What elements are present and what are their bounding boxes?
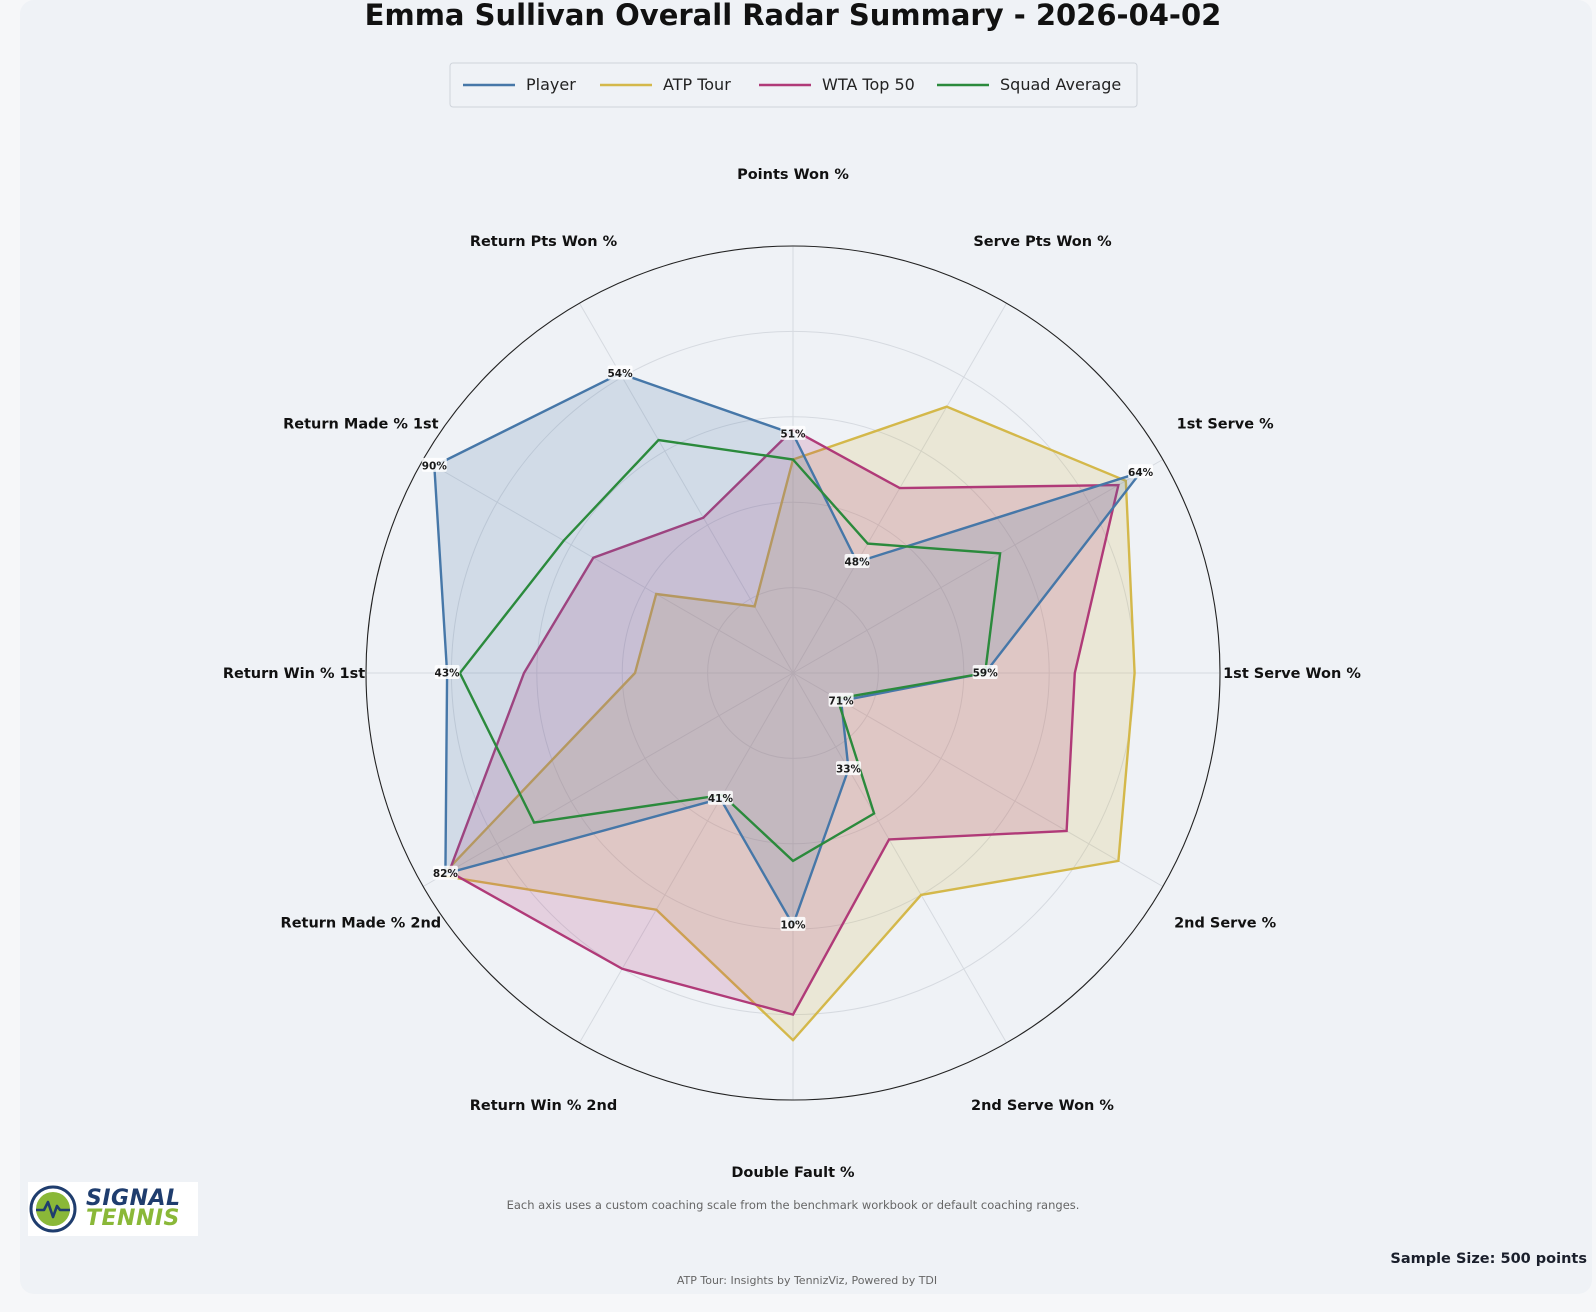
value-label-return-made-pct-1st: 90%	[422, 457, 448, 472]
logo-text-signal: SIGNAL	[86, 1186, 181, 1211]
value-label-1st-serve-pct: 64%	[1128, 464, 1154, 479]
signal-tennis-logo: SIGNAL TENNIS	[28, 1182, 198, 1236]
svg-text:51%: 51%	[780, 428, 806, 440]
svg-text:48%: 48%	[844, 557, 870, 569]
axis-label-1st-serve-pct: 1st Serve %	[1177, 417, 1274, 433]
svg-text:Player: Player	[526, 75, 576, 94]
svg-text:71%: 71%	[829, 695, 855, 707]
svg-text:59%: 59%	[973, 668, 999, 680]
svg-text:33%: 33%	[836, 764, 862, 776]
value-label-1st-serve-won-pct: 59%	[973, 665, 999, 680]
spoke-1st-serve-pct	[792, 459, 1164, 674]
axis-label-1st-serve-won-pct: 1st Serve Won %	[1223, 666, 1361, 682]
value-label-2nd-serve-won-pct: 33%	[836, 761, 862, 776]
legend: Player ATP Tour WTA Top 50 Squad Average	[449, 62, 1138, 108]
tennis-ball-pulse-icon	[29, 1185, 77, 1233]
svg-text:WTA Top 50: WTA Top 50	[822, 75, 915, 94]
svg-text:64%: 64%	[1128, 467, 1154, 479]
series-squad-average	[458, 438, 1002, 863]
axis-label-serve-pts-won-pct: Serve Pts Won %	[973, 234, 1112, 250]
chart-panel	[20, 0, 1592, 1294]
svg-text:54%: 54%	[607, 368, 633, 380]
svg-text:90%: 90%	[422, 460, 448, 472]
svg-text:41%: 41%	[708, 793, 734, 805]
logo-text-tennis: TENNIS	[86, 1206, 180, 1231]
svg-text:ATP Tour: ATP Tour	[663, 75, 731, 94]
legend-item-atp-tour: ATP Tour	[600, 75, 731, 94]
value-label-return-pts-won-pct: 54%	[607, 365, 633, 380]
legend-item-player: Player	[463, 75, 576, 94]
spoke-return-made-pct-1st	[422, 459, 794, 674]
axis-label-double-fault-pct: Double Fault %	[731, 1165, 855, 1181]
spoke-2nd-serve-pct	[792, 672, 1164, 887]
svg-text:43%: 43%	[435, 668, 461, 680]
credit-line: ATP Tour: Insights by TennizViz, Powered…	[677, 1274, 937, 1287]
radar-grid	[365, 245, 1221, 1101]
spoke-2nd-serve-won-pct	[792, 672, 1007, 1044]
axis-label-points-won-pct: Points Won %	[737, 167, 849, 183]
axis-label-return-win-pct-1st: Return Win % 1st	[223, 666, 365, 682]
footnote: Each axis uses a custom coaching scale f…	[507, 1198, 1080, 1212]
outer-ring	[365, 245, 1221, 1101]
svg-text:10%: 10%	[780, 919, 806, 931]
series-layer	[433, 372, 1144, 1042]
svg-text:82%: 82%	[433, 868, 459, 880]
value-labels: 51% 48% 64% 59% 71% 33% 10% 41% 82% 43% 90% 54%	[422, 365, 1154, 931]
value-label-return-made-pct-2nd: 82%	[433, 865, 459, 880]
value-label-points-won-pct: 51%	[780, 425, 806, 440]
axis-label-return-made-pct-1st: Return Made % 1st	[283, 417, 439, 433]
value-label-double-fault-pct: 10%	[780, 916, 806, 931]
sample-size: Sample Size: 500 points	[1390, 1251, 1587, 1267]
spoke-return-pts-won-pct	[579, 302, 794, 674]
series-atp-tour	[439, 405, 1136, 1042]
value-label-serve-pts-won-pct: 48%	[844, 554, 870, 569]
value-label-return-win-pct-1st: 43%	[435, 665, 461, 680]
value-label-2nd-serve-pct: 71%	[829, 692, 855, 707]
series-wta-top-50	[447, 428, 1120, 1017]
legend-item-squad-average: Squad Average	[937, 75, 1121, 94]
value-label-return-win-pct-2nd: 41%	[708, 790, 734, 805]
axis-label-return-made-pct-2nd: Return Made % 2nd	[281, 916, 442, 932]
axis-labels: Points Won % Serve Pts Won % 1st Serve % 1s…	[223, 167, 1362, 1181]
legend-item-wta-top-50: WTA Top 50	[759, 75, 915, 94]
axis-label-return-win-pct-2nd: Return Win % 2nd	[470, 1098, 617, 1114]
axis-label-return-pts-won-pct: Return Pts Won %	[470, 234, 618, 250]
chart-title: Emma Sullivan Overall Radar Summary - 20…	[365, 0, 1222, 32]
spoke-return-made-pct-2nd	[422, 672, 794, 887]
axis-label-2nd-serve-pct: 2nd Serve %	[1174, 916, 1277, 932]
axis-label-2nd-serve-won-pct: 2nd Serve Won %	[971, 1098, 1114, 1114]
svg-text:Squad Average: Squad Average	[1000, 75, 1121, 94]
spoke-return-win-pct-2nd	[579, 672, 794, 1044]
